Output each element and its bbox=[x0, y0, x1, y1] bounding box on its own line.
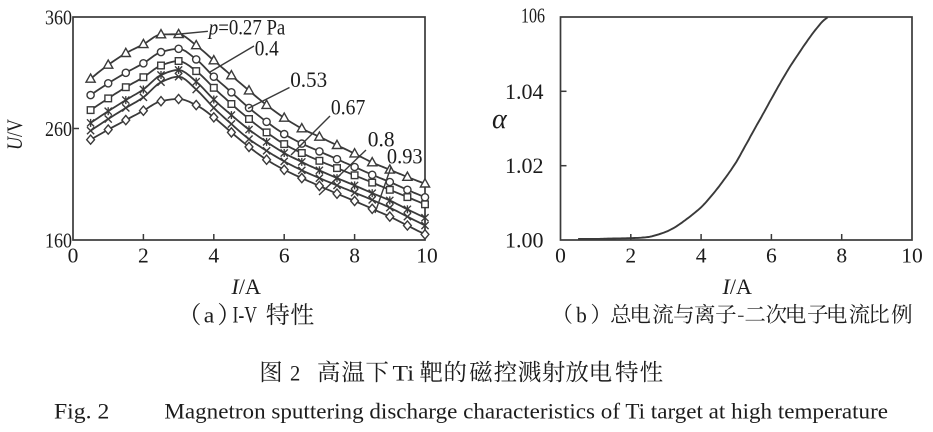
svg-text:160: 160 bbox=[45, 229, 72, 253]
svg-text:0.8: 0.8 bbox=[368, 127, 395, 152]
svg-text:I/A: I/A bbox=[231, 274, 261, 299]
svg-text:α: α bbox=[492, 104, 508, 135]
svg-text:I/A: I/A bbox=[722, 274, 752, 299]
svg-text:I-V: I-V bbox=[233, 302, 258, 328]
svg-text:2: 2 bbox=[625, 244, 636, 268]
svg-text:0.67: 0.67 bbox=[331, 95, 365, 120]
svg-text:1.04: 1.04 bbox=[505, 79, 544, 104]
svg-text:Magnetron sputtering discharge: Magnetron sputtering discharge character… bbox=[164, 399, 888, 424]
svg-text:2: 2 bbox=[138, 244, 149, 268]
svg-text:U/V: U/V bbox=[2, 119, 27, 150]
svg-text:0.53: 0.53 bbox=[290, 67, 327, 92]
svg-text:8: 8 bbox=[836, 244, 847, 268]
svg-text:0.4: 0.4 bbox=[255, 36, 279, 61]
svg-text:0: 0 bbox=[68, 244, 79, 268]
svg-text:10: 10 bbox=[416, 244, 438, 268]
svg-text:0: 0 bbox=[555, 244, 566, 268]
svg-text:a: a bbox=[204, 302, 215, 327]
svg-text:6: 6 bbox=[279, 244, 290, 268]
svg-text:260: 260 bbox=[45, 117, 72, 141]
svg-text:p=0.27 Pa: p=0.27 Pa bbox=[207, 14, 285, 39]
svg-text:4: 4 bbox=[208, 244, 219, 268]
svg-text:1.02: 1.02 bbox=[505, 153, 544, 178]
svg-text:1.00: 1.00 bbox=[505, 228, 544, 253]
svg-text:10: 10 bbox=[901, 244, 923, 268]
svg-text:b: b bbox=[576, 302, 587, 327]
svg-text:6: 6 bbox=[766, 244, 777, 268]
svg-text:106: 106 bbox=[521, 4, 545, 28]
svg-text:8: 8 bbox=[349, 244, 360, 268]
svg-text:Fig. 2: Fig. 2 bbox=[54, 399, 109, 424]
svg-text:2: 2 bbox=[290, 360, 300, 385]
svg-text:4: 4 bbox=[696, 244, 707, 268]
svg-text:Ti: Ti bbox=[393, 360, 415, 385]
svg-text:0.93: 0.93 bbox=[387, 144, 423, 169]
svg-text:360: 360 bbox=[45, 6, 72, 30]
